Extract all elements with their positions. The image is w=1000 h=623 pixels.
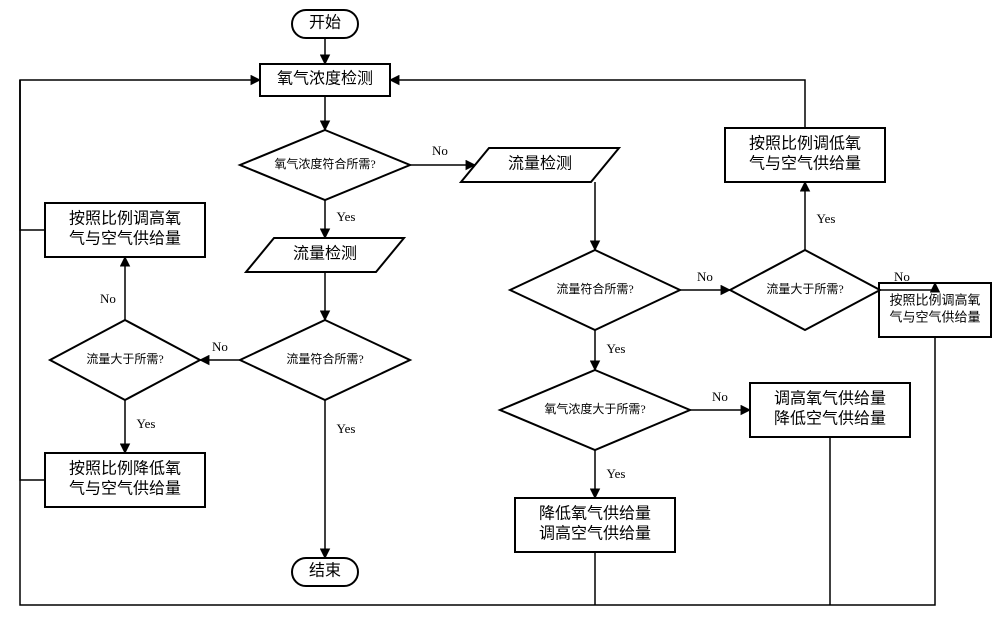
edge xyxy=(390,80,805,128)
edge-label: Yes xyxy=(137,416,156,431)
node-text: 气与空气供给量 xyxy=(889,309,980,324)
edge-label: No xyxy=(432,143,448,158)
edge-label: Yes xyxy=(337,421,356,436)
node-text: 降低氧气供给量 xyxy=(539,505,651,523)
edge-label: No xyxy=(712,389,728,404)
node-end: 结束 xyxy=(292,558,358,586)
node-text: 降低空气供给量 xyxy=(774,410,886,428)
node-incPropR: 按照比例调高氧气与空气供给量 xyxy=(879,283,991,337)
node-flowL: 流量检测 xyxy=(246,238,404,272)
node-decO2Gt: 氧气浓度大于所需? xyxy=(500,370,690,450)
node-text: 气与空气供给量 xyxy=(69,480,181,498)
node-decFlowR: 流量符合所需? xyxy=(510,250,680,330)
edge xyxy=(880,283,935,290)
node-decO2: 氧气浓度符合所需? xyxy=(240,130,410,200)
edge xyxy=(20,80,45,480)
edge-label: Yes xyxy=(607,466,626,481)
node-text: 流量大于所需? xyxy=(86,352,163,366)
node-text: 流量检测 xyxy=(508,155,572,173)
node-text: 结束 xyxy=(309,562,341,580)
node-text: 按照比例调高氧 xyxy=(69,210,181,228)
edge xyxy=(20,80,260,230)
node-decFlowGtL: 流量大于所需? xyxy=(50,320,200,400)
node-text: 按照比例调低氧 xyxy=(749,135,861,153)
edge-label: Yes xyxy=(817,211,836,226)
node-text: 按照比例调高氧 xyxy=(889,292,980,307)
node-text: 流量符合所需? xyxy=(286,351,363,366)
node-incPropL: 按照比例调高氧气与空气供给量 xyxy=(45,203,205,257)
node-text: 气与空气供给量 xyxy=(69,230,181,248)
node-text: 气与空气供给量 xyxy=(749,155,861,173)
edge-label: Yes xyxy=(607,341,626,356)
node-text: 流量检测 xyxy=(293,245,357,263)
node-decFlowGtR: 流量大于所需? xyxy=(730,250,880,330)
node-text: 流量大于所需? xyxy=(766,282,843,296)
node-text: 氧气浓度大于所需? xyxy=(544,401,645,416)
node-flowR: 流量检测 xyxy=(461,148,619,182)
node-start: 开始 xyxy=(292,10,358,38)
edge-label: No xyxy=(212,339,228,354)
edge-label: Yes xyxy=(337,209,356,224)
edge-label: No xyxy=(697,269,713,284)
node-text: 调高氧气供给量 xyxy=(774,390,886,408)
edge-label: No xyxy=(100,291,116,306)
node-text: 按照比例降低氧 xyxy=(69,460,181,478)
node-decPropL: 按照比例降低氧气与空气供给量 xyxy=(45,453,205,507)
node-text: 调高空气供给量 xyxy=(539,525,651,543)
flowchart-canvas: YesNoYesNoNoYesYesNoYesNoNoYes开始氧气浓度检测氧气… xyxy=(0,0,1000,623)
node-text: 开始 xyxy=(309,14,341,32)
node-text: 流量符合所需? xyxy=(556,281,633,296)
node-adjR2: 降低氧气供给量调高空气供给量 xyxy=(515,498,675,552)
node-adjR1: 调高氧气供给量降低空气供给量 xyxy=(750,383,910,437)
node-decPropR: 按照比例调低氧气与空气供给量 xyxy=(725,128,885,182)
node-text: 氧气浓度符合所需? xyxy=(274,156,375,171)
node-text: 氧气浓度检测 xyxy=(277,70,373,88)
node-decFlowL: 流量符合所需? xyxy=(240,320,410,400)
node-detectO2: 氧气浓度检测 xyxy=(260,64,390,96)
edge-label: No xyxy=(894,269,910,284)
